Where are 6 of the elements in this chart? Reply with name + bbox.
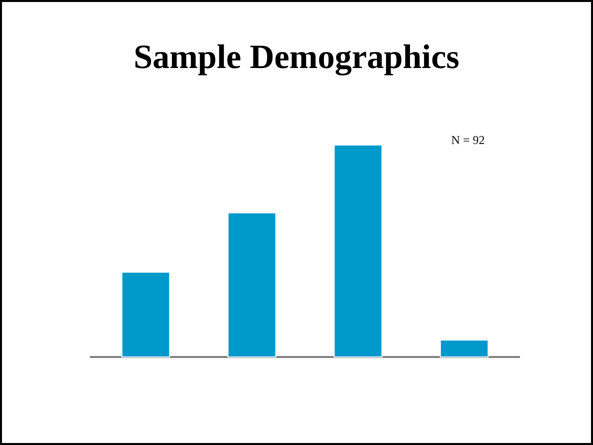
annotation: N = 92 (451, 133, 485, 147)
bar (228, 212, 276, 358)
bar (334, 144, 382, 358)
chart-title: Sample Demographics (134, 39, 460, 76)
bar (440, 340, 489, 358)
bar (121, 272, 170, 358)
